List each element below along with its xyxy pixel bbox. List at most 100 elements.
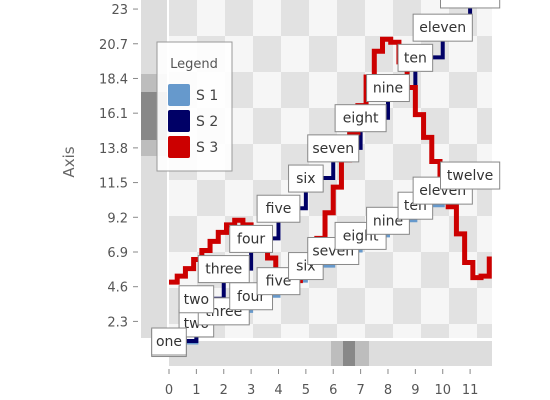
grid-band — [253, 72, 281, 108]
legend-swatch — [168, 84, 190, 106]
grid-band — [477, 36, 492, 72]
grid-band — [225, 324, 253, 338]
x-tick-label: 3 — [247, 383, 255, 398]
grid-band — [169, 0, 197, 36]
point-label-text: seven — [312, 141, 354, 157]
x-tick-label: 2 — [220, 383, 228, 398]
grid-band — [477, 0, 492, 36]
grid-band — [477, 108, 492, 144]
point-label-box — [397, 43, 434, 72]
point-label-box — [412, 13, 473, 42]
grid-band — [337, 324, 365, 338]
grid-band — [449, 108, 477, 144]
grid-band — [477, 288, 492, 324]
point-label-text: four — [237, 231, 265, 247]
grid-band — [309, 72, 337, 108]
y-tick-label: 13.8 — [99, 142, 128, 157]
grid-band — [421, 288, 449, 324]
grid-band — [309, 324, 337, 338]
grid-band — [337, 72, 365, 108]
series-line-3 — [169, 36, 492, 285]
legend-swatch — [168, 110, 190, 132]
grid-band — [365, 252, 393, 288]
point-label: five — [256, 194, 301, 223]
grid-band — [393, 144, 421, 180]
point-label-text: ten — [404, 50, 427, 66]
point-label-text: three — [205, 262, 242, 278]
point-label: ten — [397, 43, 434, 72]
grid-band — [365, 288, 393, 324]
point-label-text: five — [266, 201, 292, 217]
legend-item: S 2 — [168, 110, 218, 132]
x-tick-label: 8 — [384, 383, 392, 398]
grid-band — [169, 180, 197, 216]
point-label-text: eleven — [419, 20, 466, 36]
x-tick-label: 5 — [302, 383, 310, 398]
point-label-text: eight — [343, 111, 379, 127]
grid-band — [253, 324, 281, 338]
point-label: nine — [366, 74, 410, 103]
y-tick-label: 18.4 — [99, 72, 128, 87]
point-label-box — [256, 194, 301, 223]
legend-swatch — [168, 136, 190, 158]
x-tick-label: 1 — [192, 383, 200, 398]
legend-item: S 3 — [168, 136, 218, 158]
grid-band — [449, 324, 477, 338]
grid-band — [337, 0, 365, 36]
point-label-text: nine — [373, 213, 403, 229]
grid-band — [393, 324, 421, 338]
grid-band — [281, 324, 309, 338]
point-label-box — [440, 0, 501, 9]
grid-band — [169, 216, 197, 252]
point-label: twelve — [440, 161, 501, 190]
y-tick-label: 2.3 — [107, 315, 128, 330]
grid-band — [421, 72, 449, 108]
point-label-text: twelve — [447, 168, 493, 184]
point-label: seven — [307, 134, 360, 163]
grid-band — [449, 36, 477, 72]
point-annotations: onetwothreefourfivesixseveneightninetene… — [151, 0, 501, 358]
legend-item: S 1 — [168, 84, 218, 106]
point-label-box — [366, 74, 410, 103]
grid-band — [253, 144, 281, 180]
y-tick-label: 11.5 — [99, 177, 128, 192]
point-label-box — [229, 224, 274, 253]
grid-band — [449, 288, 477, 324]
grid-band — [365, 144, 393, 180]
x-tick-label: 9 — [411, 383, 419, 398]
grid-band — [281, 36, 309, 72]
y-tick-label: 6.9 — [107, 246, 128, 261]
x-tick-label: 0 — [165, 383, 173, 398]
point-label-text: nine — [373, 81, 403, 97]
grid-band — [253, 36, 281, 72]
point-label-text: one — [156, 334, 182, 350]
point-label-box — [288, 164, 324, 193]
grid-band — [477, 216, 492, 252]
point-label-box — [307, 134, 360, 163]
point-label: three — [197, 255, 250, 284]
point-label-text: six — [296, 171, 315, 187]
grid-band — [281, 72, 309, 108]
grid-band — [309, 36, 337, 72]
grid-band — [393, 288, 421, 324]
x-rug-mark — [343, 341, 355, 366]
y-axis-label: Axis — [60, 146, 78, 177]
point-label: eleven — [412, 13, 473, 42]
grid-band — [337, 288, 365, 324]
point-label-box — [197, 255, 250, 284]
grid-band — [281, 0, 309, 36]
x-axis-ticks: 0 1 2 3 4 5 6 7 8 9 10 11 — [165, 369, 478, 398]
grid-band — [309, 288, 337, 324]
legend-label: S 3 — [196, 140, 218, 156]
point-label: one — [151, 327, 187, 356]
grid-band — [421, 324, 449, 338]
point-label-box — [178, 285, 215, 314]
y-tick-label: 4.6 — [107, 281, 128, 296]
point-label-box — [151, 327, 187, 356]
y-axis-ticks: 2.3 4.6 6.9 9.2 11.5 13.8 16.1 18.4 20.7 23 — [99, 3, 138, 330]
y-tick-label: 9.2 — [107, 211, 128, 226]
y-tick-label: 23 — [111, 3, 128, 18]
x-tick-label: 7 — [356, 383, 364, 398]
legend-title: Legend — [170, 57, 218, 72]
point-label: four — [229, 224, 274, 253]
